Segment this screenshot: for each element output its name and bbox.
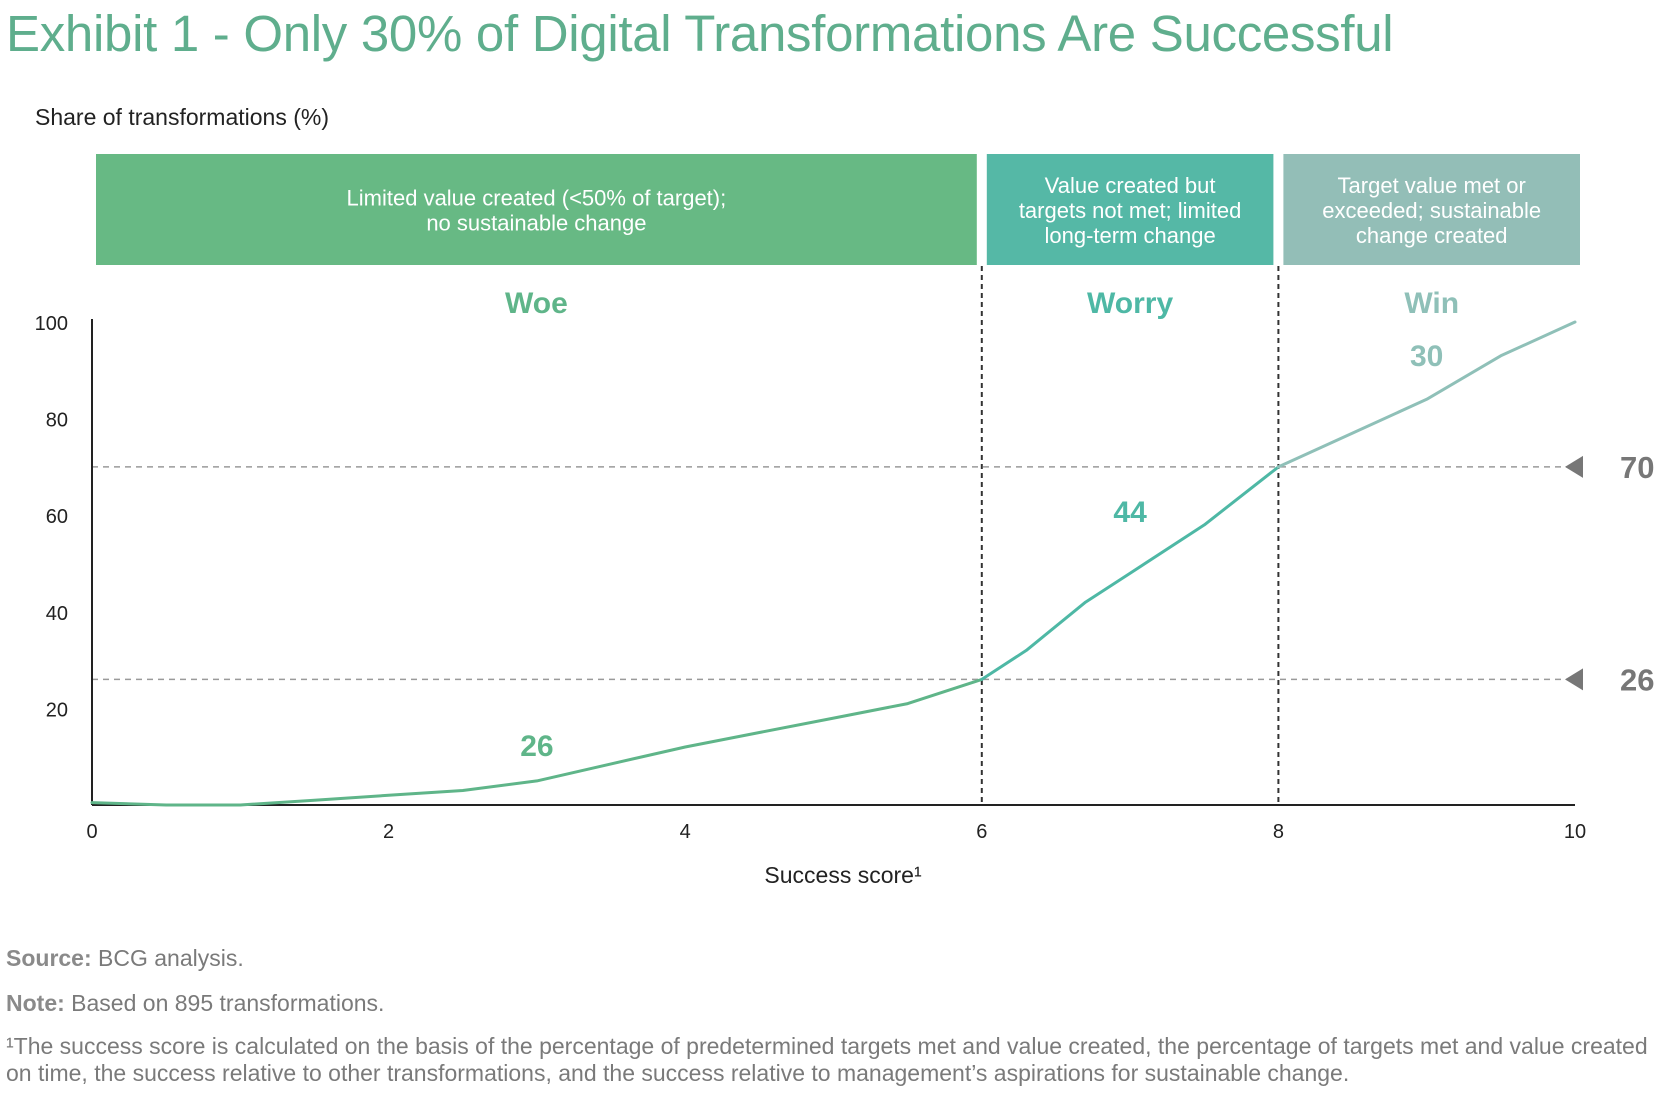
segment-banner-text: change created [1356, 223, 1508, 248]
x-tick-label: 10 [1564, 821, 1586, 843]
source-label: Source: [6, 945, 92, 971]
x-tick-label: 4 [680, 821, 691, 843]
segment-banner-text: no sustainable change [426, 211, 646, 236]
segment-banner-win [1283, 154, 1580, 265]
series-line-worry [980, 465, 1280, 681]
segment-value-worry: 44 [1113, 496, 1147, 529]
reference-label: 70 [1620, 450, 1654, 485]
reference-marker-icon [1565, 668, 1583, 691]
y-tick-label: 100 [35, 313, 68, 335]
note: Note: Based on 895 transformations. [6, 989, 384, 1017]
note-label: Note: [6, 990, 65, 1016]
segment-banner-worry [986, 154, 1274, 265]
segment-name-win: Win [1404, 287, 1459, 320]
source-note: Source: BCG analysis. [6, 944, 244, 972]
y-tick-label: 20 [46, 699, 68, 721]
segment-name-worry: Worry [1087, 287, 1173, 320]
x-axis-title: Success score¹ [764, 862, 922, 888]
segment-banner-text: long-term change [1044, 223, 1215, 248]
chart-title: Exhibit 1 - Only 30% of Digital Transfor… [6, 5, 1394, 62]
note-text: Based on 895 transformations. [71, 990, 385, 1016]
segment-banner-text: Limited value created (<50% of target); [347, 186, 727, 211]
segment-banner-text: Target value met or [1338, 173, 1526, 198]
y-tick-label: 60 [46, 506, 68, 528]
segment-banner-text: targets not met; limited [1019, 198, 1242, 223]
reference-marker-icon [1565, 455, 1583, 478]
footnote: ¹The success score is calculated on the … [6, 1033, 1648, 1086]
y-axis-title: Share of transformations (%) [35, 104, 330, 130]
series-line-woe [90, 677, 984, 807]
series-line-win [1276, 320, 1577, 469]
source-text: BCG analysis. [98, 945, 244, 971]
y-tick-label: 40 [46, 603, 68, 625]
segment-banner-woe [96, 154, 977, 265]
x-tick-label: 2 [383, 821, 394, 843]
line-chart: Limited value created (<50% of target);n… [35, 154, 1654, 888]
y-tick-label: 80 [46, 410, 68, 432]
segment-banner-text: Value created but [1045, 173, 1216, 198]
segment-value-win: 30 [1410, 340, 1443, 373]
segment-banner-text: exceeded; sustainable [1322, 198, 1541, 223]
reference-label: 26 [1620, 662, 1654, 697]
x-tick-label: 6 [976, 821, 987, 843]
x-tick-label: 0 [86, 821, 97, 843]
segment-name-woe: Woe [505, 287, 568, 320]
x-tick-label: 8 [1273, 821, 1284, 843]
segment-value-woe: 26 [520, 730, 553, 763]
